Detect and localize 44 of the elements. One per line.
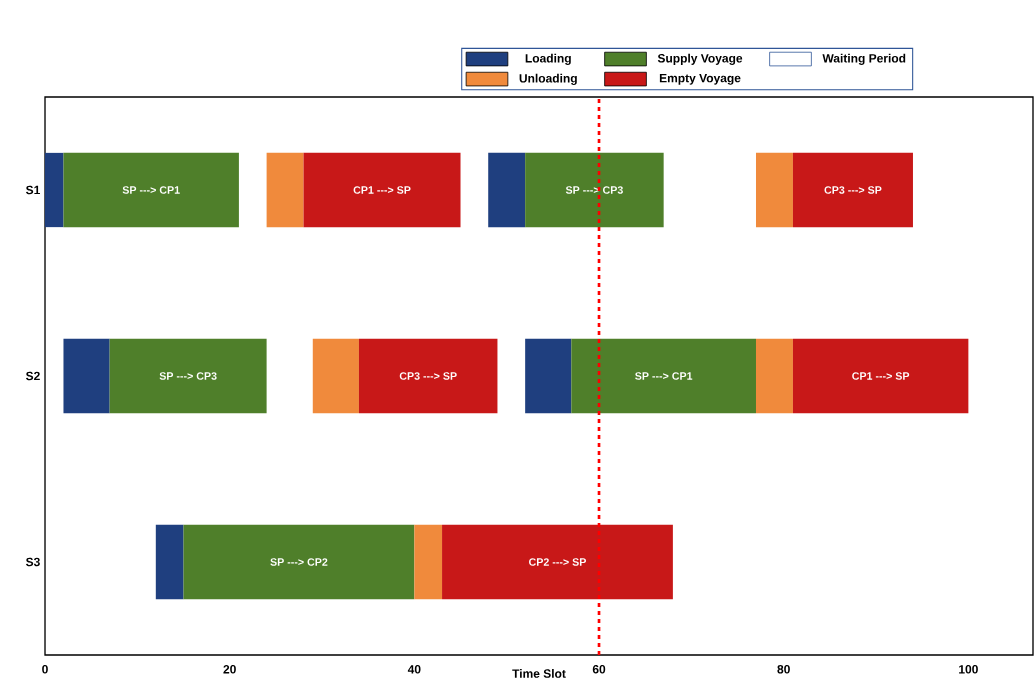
bar (63, 338, 110, 414)
y-tick-label: S2 (25, 371, 40, 381)
x-axis-title: Time Slot (512, 669, 566, 678)
bar (792, 338, 969, 414)
bar (792, 152, 913, 228)
data-label: CP3 ---> SP (399, 372, 457, 380)
data-label: CP1 ---> SP (353, 186, 411, 194)
legend-label: Waiting Period (822, 53, 906, 65)
legend-label: Unloading (519, 73, 577, 85)
data-label: CP1 ---> SP (852, 372, 910, 380)
x-tick-label: 0 (42, 665, 48, 674)
x-tick-label: 60 (592, 665, 606, 674)
y-tick-label: S3 (25, 557, 40, 567)
bar (183, 524, 415, 600)
x-tick-label: 20 (223, 665, 236, 674)
legend-label: Loading (525, 53, 571, 65)
data-label: SP ---> CP3 (159, 372, 217, 380)
bar (358, 338, 498, 414)
data-label: SP ---> CP1 (122, 186, 180, 194)
data-label: SP ---> CP2 (270, 558, 328, 566)
data-label: SP ---> CP1 (635, 372, 693, 380)
bar (303, 152, 461, 228)
x-tick-label: 80 (777, 665, 790, 674)
x-tick-label: 40 (407, 665, 421, 674)
data-label: CP3 ---> SP (824, 186, 882, 194)
x-tick-label: 100 (959, 665, 978, 674)
bar (525, 152, 664, 228)
bar (571, 338, 756, 414)
bar (756, 152, 793, 228)
legend-label: Supply Voyage (657, 53, 743, 65)
bar (442, 524, 673, 600)
bar (63, 152, 239, 228)
bar (155, 524, 184, 600)
bar (109, 338, 267, 414)
bar (414, 524, 443, 600)
legend-label: Empty Voyage (659, 73, 741, 85)
bar (488, 152, 526, 228)
bar (45, 152, 64, 228)
bar (266, 152, 304, 228)
bar (312, 338, 359, 414)
bar (756, 338, 793, 414)
y-tick-label: S1 (25, 185, 40, 195)
bar (525, 338, 572, 414)
data-label: CP2 ---> SP (529, 558, 586, 566)
